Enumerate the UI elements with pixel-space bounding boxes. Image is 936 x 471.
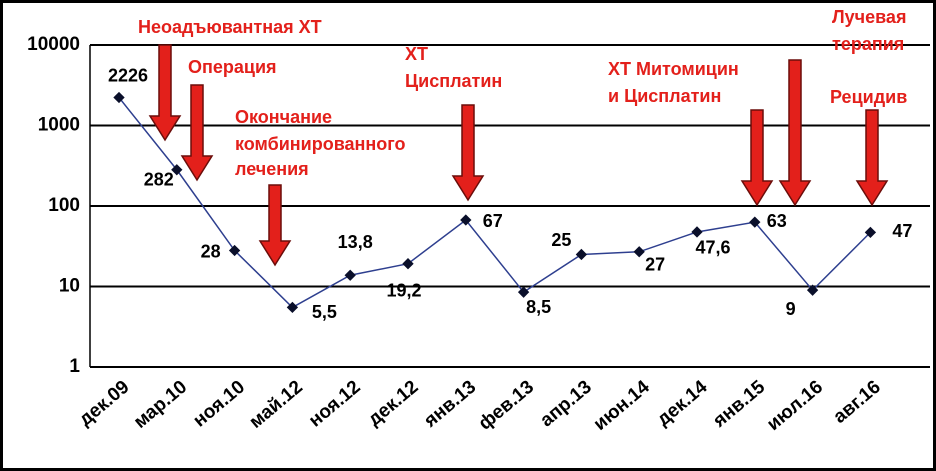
point [228,244,241,257]
y-tick-label: 10000 [27,34,80,55]
value-label: 25 [551,230,571,250]
point [633,246,645,258]
series-line [118,97,871,309]
annotation: Цисплатин [405,71,502,91]
value-label: 67 [483,211,503,231]
annotation: Неоадъювантная ХТ [138,17,322,37]
arrow [778,59,812,207]
point [344,269,356,281]
value-label: 5,5 [312,302,337,322]
y-tick-label: 100 [48,195,80,216]
value-label: 8,5 [526,297,551,317]
annotation: Операция [188,57,277,77]
arrow [740,109,774,207]
point [517,286,530,298]
point [460,214,472,226]
point [286,301,299,314]
annotation: Рецидив [830,87,907,107]
point [171,164,183,176]
value-label: 28 [201,241,221,261]
point [575,248,588,261]
point [749,216,761,228]
value-label: 2226 [108,65,148,85]
annotation: ХТ [405,44,428,64]
value-label: 47,6 [695,238,730,258]
value-label: 19,2 [386,280,421,300]
annotation: и Цисплатин [608,86,721,106]
arrow [451,104,485,202]
value-label: 9 [786,299,796,319]
point [691,226,703,238]
value-label: 27 [645,255,665,275]
point [806,284,819,296]
y-tick-label: 1 [69,356,80,377]
point [864,226,877,239]
value-label: 282 [144,170,174,190]
y-tick-label: 10 [59,276,80,297]
value-label: 63 [767,211,787,231]
annotation: Окончание [235,107,332,127]
value-label: 13,8 [338,232,373,252]
arrow [855,109,889,207]
annotation: ХТ Митомицин [608,59,739,79]
annotation: комбинированного [235,134,406,154]
arrow [148,44,182,142]
value-label: 47 [892,221,912,241]
arrow [180,84,214,182]
annotation: лечения [235,159,309,179]
annotation: Лучевая [832,7,906,27]
annotation: терапия [832,34,904,54]
y-tick-label: 1000 [38,115,80,136]
point [402,258,414,270]
arrow [258,184,292,267]
